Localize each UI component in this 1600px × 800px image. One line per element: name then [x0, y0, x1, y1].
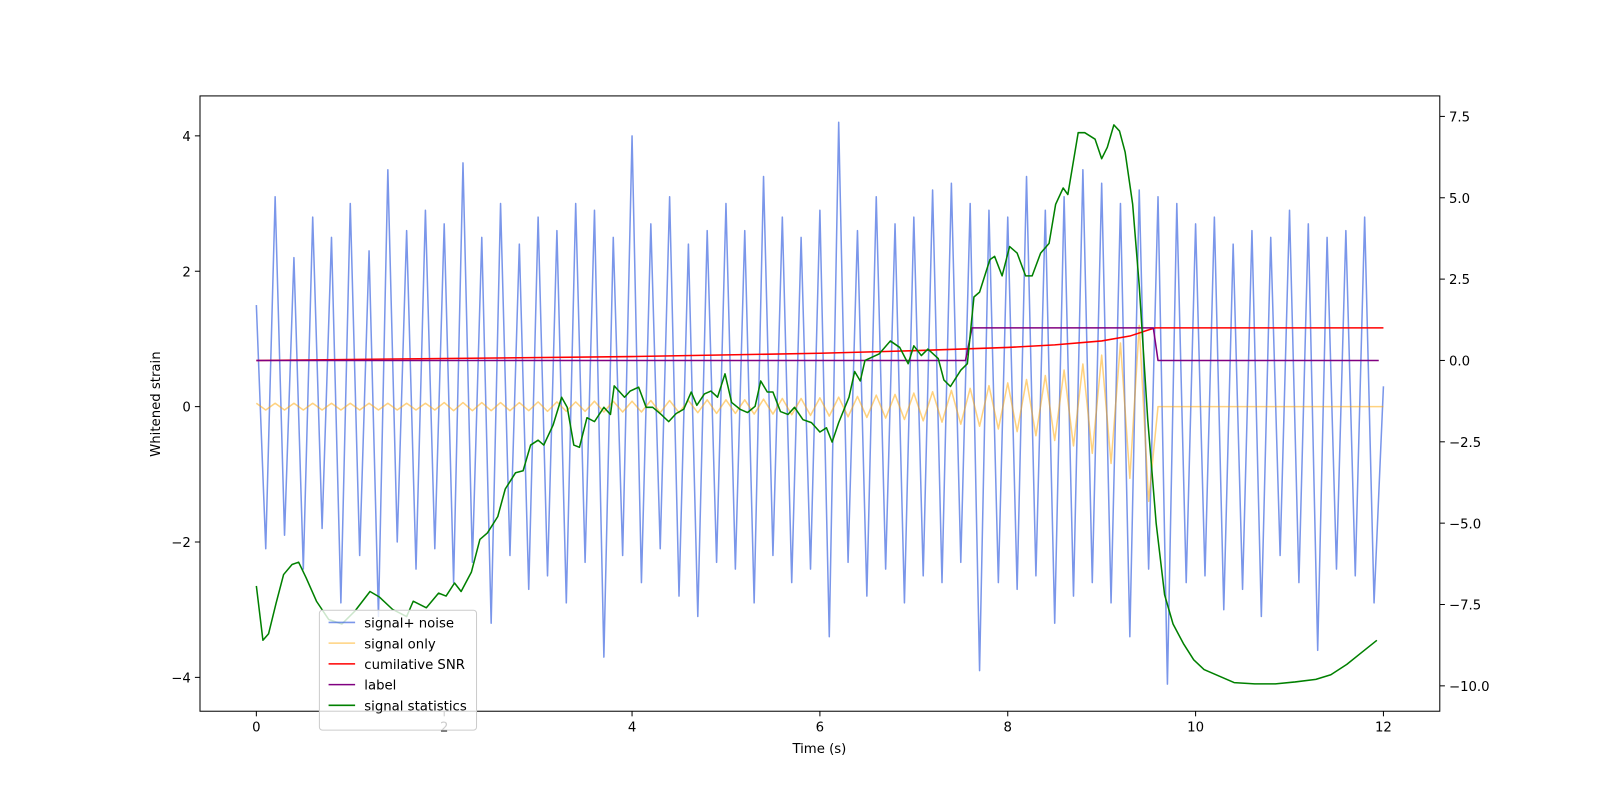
- y2-tick-label: 7.5: [1449, 111, 1470, 126]
- legend: signal+ noise signal only cumilative SNR la…: [318, 609, 478, 731]
- x-tick-label: 6: [816, 721, 824, 736]
- legend-label: signal+ noise: [364, 617, 454, 632]
- x-tick-label: 4: [628, 721, 636, 736]
- plot-area: [255, 121, 1385, 685]
- y-tick-label: −2: [171, 536, 191, 551]
- x-tick-label: 12: [1375, 721, 1392, 736]
- y-tick-label: 2: [182, 265, 190, 280]
- x-axis-label: Time (s): [791, 742, 846, 757]
- x-tick-label: 10: [1187, 721, 1204, 736]
- y2-tick-label: 2.5: [1449, 273, 1470, 288]
- legend-label: signal statistics: [364, 699, 467, 714]
- x-tick-label: 0: [252, 721, 260, 736]
- y2-tick-label: −7.5: [1449, 599, 1481, 614]
- y2-tick-label: −5.0: [1449, 517, 1481, 532]
- series-line: [255, 121, 1385, 685]
- legend-box: [318, 609, 478, 731]
- y-tick-label: 0: [182, 401, 190, 416]
- y-tick-label: −4: [171, 671, 191, 686]
- series-line: [256, 327, 1384, 362]
- y2-tick-label: 5.0: [1449, 192, 1470, 207]
- series-line: [255, 124, 1378, 685]
- y-axis-label: Whitened strain: [149, 351, 164, 456]
- y2-tick-label: −2.5: [1449, 436, 1481, 451]
- y-tick-label: 4: [182, 130, 190, 145]
- series-line: [256, 327, 1379, 362]
- x-tick-label: 8: [1004, 721, 1012, 736]
- legend-label: signal only: [364, 637, 436, 652]
- series-line: [255, 324, 1384, 503]
- legend-label: label: [364, 679, 396, 694]
- y2-tick-label: 0.0: [1449, 355, 1470, 370]
- legend-label: cumilative SNR: [364, 658, 465, 673]
- y2-tick-label: −10.0: [1449, 680, 1490, 695]
